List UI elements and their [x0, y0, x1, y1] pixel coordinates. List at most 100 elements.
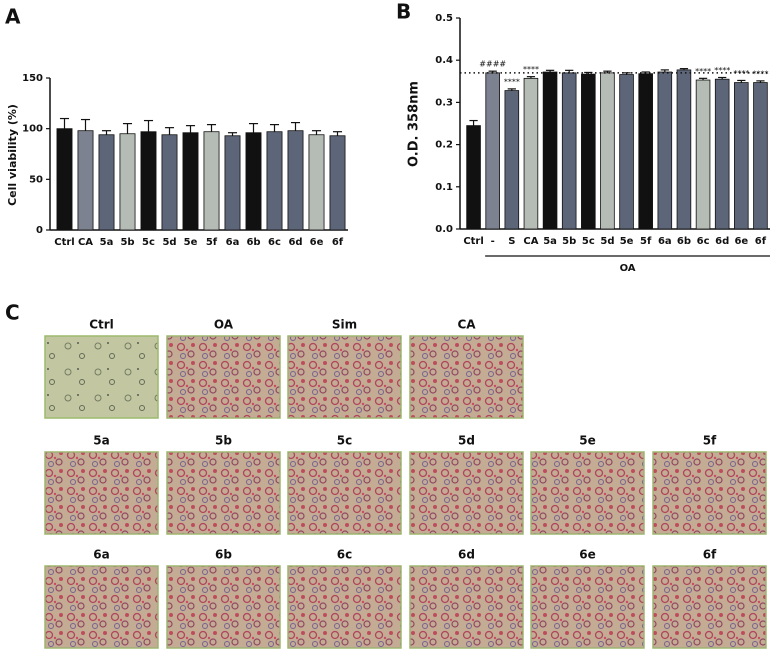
- bar: [77, 130, 94, 231]
- x-tick-label: 5e: [620, 236, 634, 247]
- bar: [161, 134, 178, 231]
- image-label: 6b: [215, 548, 232, 562]
- bar: [753, 82, 768, 230]
- x-tick-label: 6f: [332, 237, 344, 248]
- bar: [485, 72, 500, 230]
- y-tick-label: 50: [29, 174, 43, 185]
- bar: [245, 132, 262, 231]
- micrograph: [652, 451, 767, 535]
- micrograph: [409, 565, 524, 649]
- panel-label: A: [5, 5, 21, 29]
- bar: [695, 79, 711, 230]
- bar: [734, 82, 749, 230]
- bar: [542, 71, 558, 230]
- bar: [287, 130, 304, 231]
- image-label: Ctrl: [89, 318, 114, 332]
- bar: [523, 77, 539, 230]
- y-tick-label: 0.0: [435, 224, 453, 235]
- image-label: 5d: [458, 434, 475, 448]
- image-label: CA: [457, 318, 476, 332]
- micrograph-tint: [531, 566, 644, 648]
- x-tick-label: -: [491, 236, 495, 247]
- y-tick-label: 100: [22, 124, 43, 135]
- x-tick-label: Ctrl: [54, 237, 74, 248]
- image-label: 5e: [579, 434, 596, 448]
- image-label: 5b: [215, 434, 232, 448]
- micrograph: [530, 451, 645, 535]
- x-tick-label: 5e: [184, 237, 198, 248]
- micrograph: [287, 451, 402, 535]
- x-tick-label: 6f: [755, 236, 767, 247]
- image-label: 5a: [93, 434, 109, 448]
- micrograph-tint: [45, 566, 158, 648]
- micrograph-tint: [288, 336, 401, 418]
- micrograph: [409, 451, 524, 535]
- significance-label: ****: [695, 67, 711, 76]
- bar: [638, 73, 653, 230]
- micrograph-tint: [167, 566, 280, 648]
- x-tick-label: 5f: [640, 236, 652, 247]
- y-tick-label: 0.4: [435, 55, 453, 66]
- micrograph-tint: [288, 566, 401, 648]
- significance-label: ####: [479, 60, 506, 69]
- micrograph: [287, 335, 402, 419]
- y-tick-label: 150: [22, 73, 43, 84]
- bar: [504, 90, 520, 230]
- micrograph-tint: [653, 566, 766, 648]
- bar: [308, 134, 325, 231]
- micrograph-tint: [167, 452, 280, 534]
- micrograph-tint: [531, 452, 644, 534]
- micrograph: [287, 565, 402, 649]
- bar: [182, 132, 199, 231]
- y-tick-label: 0.2: [435, 140, 453, 151]
- x-tick-label: 5a: [543, 236, 557, 247]
- image-label: Sim: [332, 318, 357, 332]
- y-tick-label: 0: [36, 225, 43, 236]
- micrograph-tint: [288, 452, 401, 534]
- micrograph: [166, 451, 281, 535]
- bar: [266, 131, 283, 231]
- bar: [619, 74, 634, 230]
- bar: [676, 69, 692, 230]
- significance-label: ****: [714, 66, 730, 75]
- bar: [561, 72, 577, 230]
- bar: [714, 78, 730, 230]
- micrograph-tint: [653, 452, 766, 534]
- panel-label: B: [396, 0, 411, 24]
- micrograph-tint: [410, 566, 523, 648]
- micrograph-tint: [410, 336, 523, 418]
- y-tick-label: 0.3: [435, 97, 453, 108]
- bar: [119, 133, 136, 231]
- x-tick-label: 5b: [562, 236, 576, 247]
- significance-label: ****: [752, 69, 768, 78]
- bar: [657, 71, 673, 230]
- micrograph: [44, 451, 159, 535]
- x-tick-label: 5b: [120, 237, 134, 248]
- y-tick-label: 0.5: [435, 13, 453, 24]
- x-tick-label: 6b: [677, 236, 691, 247]
- micrograph: [530, 565, 645, 649]
- bar: [140, 131, 157, 231]
- x-tick-label: 6a: [658, 236, 672, 247]
- image-label: 5f: [703, 434, 717, 448]
- micrograph-tint: [45, 336, 158, 418]
- x-tick-label: 6e: [310, 237, 324, 248]
- image-label: OA: [214, 318, 234, 332]
- bar: [329, 135, 346, 231]
- bar: [581, 73, 596, 230]
- x-tick-label: 5c: [142, 237, 155, 248]
- x-tick-label: 5d: [162, 237, 176, 248]
- y-axis-label: Cell viability (%): [6, 104, 19, 206]
- y-tick-label: 0.1: [435, 182, 453, 193]
- x-tick-label: Ctrl: [463, 236, 483, 247]
- x-tick-label: 5a: [100, 237, 114, 248]
- micrograph-tint: [167, 336, 280, 418]
- x-tick-label: 5d: [600, 236, 614, 247]
- significance-label: ****: [504, 77, 520, 86]
- image-label: 6c: [337, 548, 352, 562]
- bar: [203, 131, 220, 231]
- x-tick-label: 6c: [268, 237, 281, 248]
- x-tick-label: 6d: [715, 236, 729, 247]
- x-tick-label: CA: [78, 237, 93, 248]
- image-label: 6e: [579, 548, 596, 562]
